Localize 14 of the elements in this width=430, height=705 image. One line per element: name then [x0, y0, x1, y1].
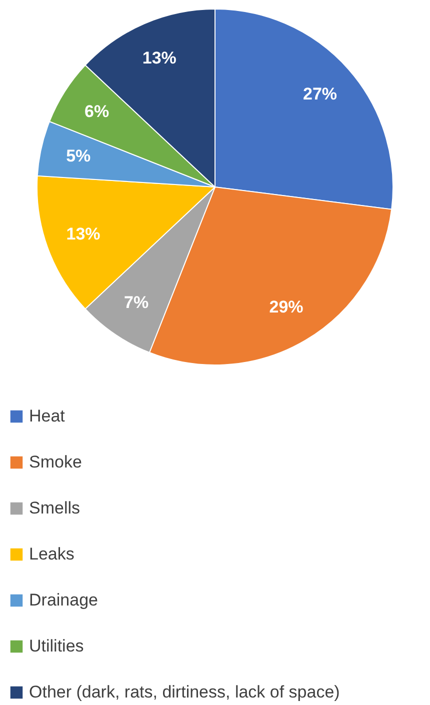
- legend-label: Drainage: [29, 590, 98, 610]
- data-label: 6%: [84, 102, 110, 121]
- data-label: 5%: [66, 146, 91, 166]
- legend-label: Smoke: [29, 452, 82, 472]
- data-label: 29%: [269, 298, 304, 317]
- data-label: 7%: [124, 292, 149, 312]
- legend-label: Leaks: [29, 544, 74, 564]
- data-label: 13%: [142, 48, 176, 68]
- legend-label: Smells: [29, 498, 80, 518]
- data-label: 13%: [66, 224, 100, 244]
- legend-label: Heat: [29, 406, 66, 426]
- legend-label: Other (dark, rats, dirtiness, lack of space): [29, 682, 340, 702]
- legend-label: Utilities: [29, 636, 84, 656]
- data-label: 27%: [303, 84, 338, 104]
